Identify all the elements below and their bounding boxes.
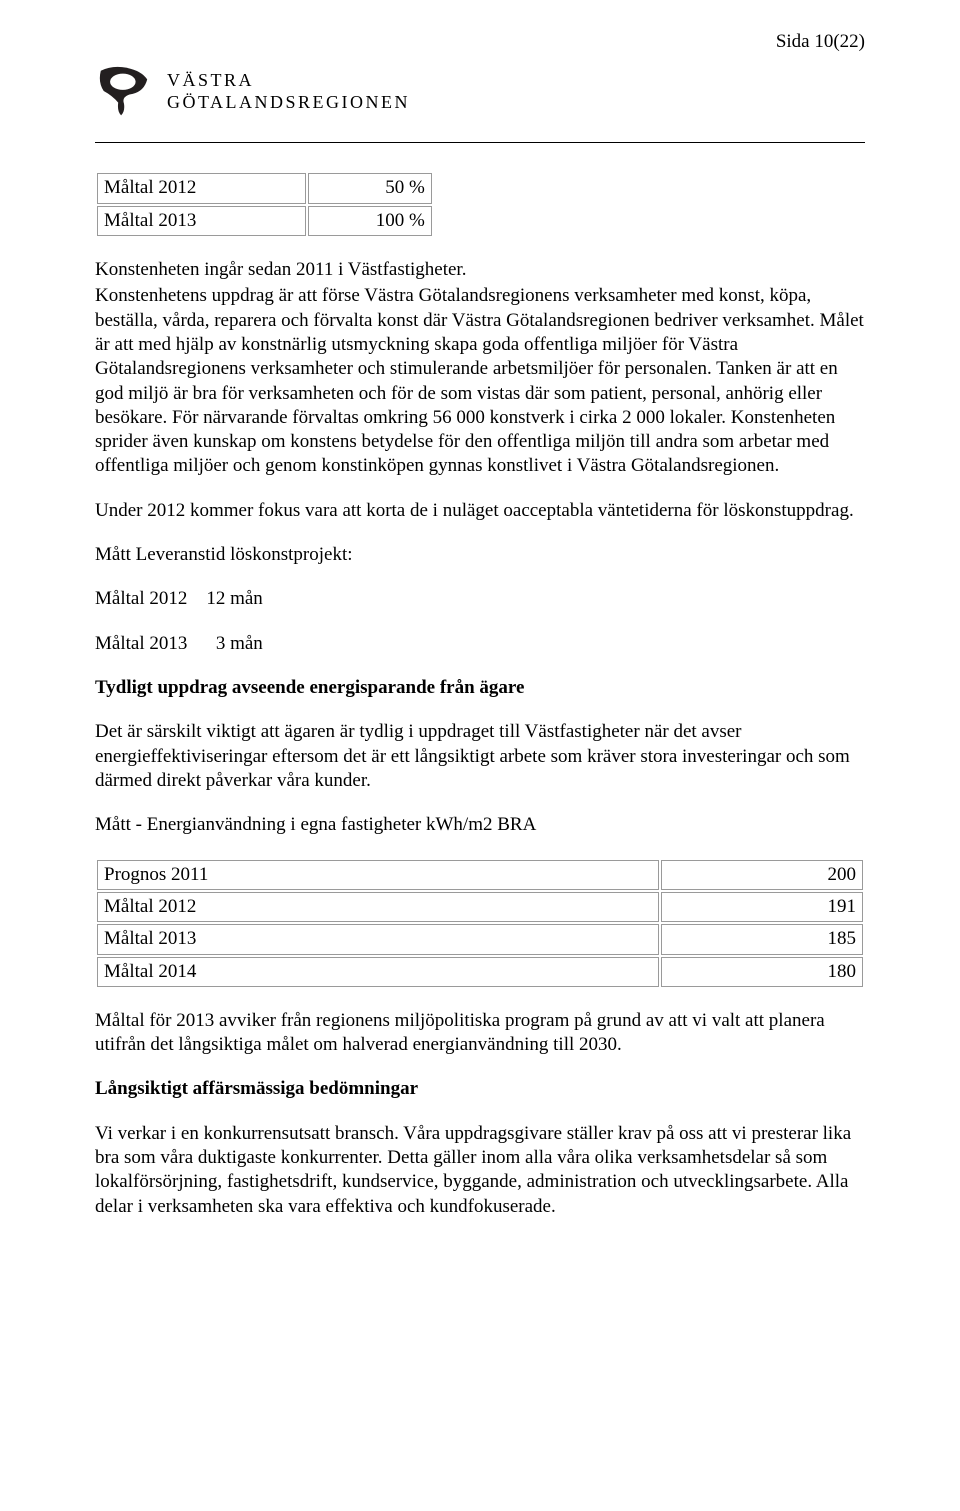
paragraph-body: Konstenhetens uppdrag är att förse Västr… bbox=[95, 284, 865, 479]
table-cell-value: 180 bbox=[661, 957, 863, 987]
matt-energi-label: Mått - Energianvändning i egna fastighet… bbox=[95, 813, 865, 837]
paragraph-energi: Det är särskilt viktigt att ägaren är ty… bbox=[95, 720, 865, 793]
maltal-2012-line: Måltal 2012 12 mån bbox=[95, 587, 865, 611]
paragraph-avviker: Måltal för 2013 avviker från regionens m… bbox=[95, 1009, 865, 1058]
maltal-2013-line: Måltal 2013 3 mån bbox=[95, 632, 865, 656]
logo-header: VÄSTRA GÖTALANDSREGIONEN bbox=[95, 62, 865, 120]
table-row: Måltal 2013 100 % bbox=[97, 206, 432, 236]
table-cell-label: Måltal 2012 bbox=[97, 892, 659, 922]
table-cell-label: Prognos 2011 bbox=[97, 860, 659, 890]
table-cell-value: 100 % bbox=[308, 206, 432, 236]
header-divider bbox=[95, 142, 865, 143]
logo-text: VÄSTRA GÖTALANDSREGIONEN bbox=[167, 69, 410, 114]
table-row: Måltal 2012 191 bbox=[97, 892, 863, 922]
paragraph-focus: Under 2012 kommer fokus vara att korta d… bbox=[95, 499, 865, 523]
heading-energisparande: Tydligt uppdrag avseende energisparande … bbox=[95, 676, 865, 700]
table-cell-value: 50 % bbox=[308, 173, 432, 203]
table-row: Prognos 2011 200 bbox=[97, 860, 863, 890]
logo-line2: GÖTALANDSREGIONEN bbox=[167, 91, 410, 114]
maltal-table-1: Måltal 2012 50 % Måltal 2013 100 % bbox=[95, 171, 434, 238]
table-cell-value: 191 bbox=[661, 892, 863, 922]
table-row: Måltal 2014 180 bbox=[97, 957, 863, 987]
table-row: Måltal 2013 185 bbox=[97, 924, 863, 954]
table-row: Måltal 2012 50 % bbox=[97, 173, 432, 203]
table-cell-label: Måltal 2013 bbox=[97, 924, 659, 954]
paragraph-konkurrens: Vi verkar i en konkurrensutsatt bransch.… bbox=[95, 1122, 865, 1219]
energi-table: Prognos 2011 200 Måltal 2012 191 Måltal … bbox=[95, 858, 865, 989]
heading-langsiktigt: Långsiktigt affärsmässiga bedömningar bbox=[95, 1077, 865, 1101]
region-logo-icon bbox=[95, 62, 153, 120]
paragraph-intro: Konstenheten ingår sedan 2011 i Västfast… bbox=[95, 258, 865, 282]
table-cell-value: 185 bbox=[661, 924, 863, 954]
table-cell-label: Måltal 2012 bbox=[97, 173, 306, 203]
table-cell-value: 200 bbox=[661, 860, 863, 890]
matt-label: Mått Leveranstid löskonstprojekt: bbox=[95, 543, 865, 567]
page-number: Sida 10(22) bbox=[95, 30, 865, 54]
table-cell-label: Måltal 2013 bbox=[97, 206, 306, 236]
logo-line1: VÄSTRA bbox=[167, 69, 410, 92]
table-cell-label: Måltal 2014 bbox=[97, 957, 659, 987]
